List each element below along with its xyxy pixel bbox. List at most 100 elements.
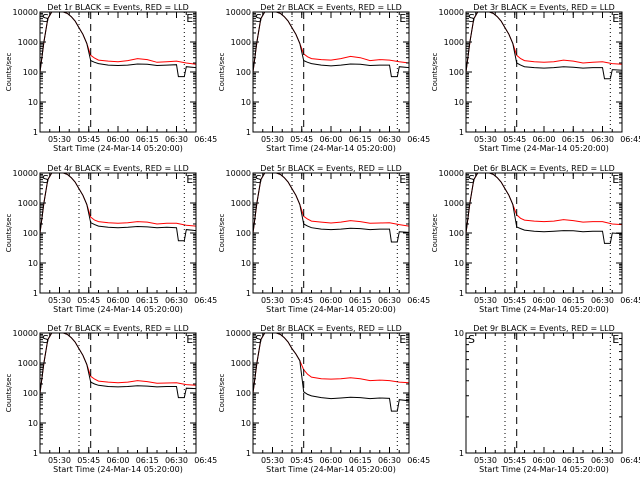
x-tick-label: 06:00 [319,456,342,465]
y-axis-label: Counts/sec [431,53,439,92]
x-tick-label: 05:30 [474,296,497,305]
marker-s: S [42,333,49,346]
x-tick-label: 06:30 [378,456,401,465]
x-tick-label: 05:30 [474,456,497,465]
y-tick-label: 10000 [439,8,464,17]
y-tick-label: 1000 [18,359,38,368]
marker-e: E [186,333,193,346]
plot-frame [252,172,410,294]
y-tick-label: 100 [449,68,464,77]
x-axis-label: Start Time (24-Mar-14 05:20:00) [266,465,396,474]
x-tick-label: 06:15 [136,456,159,465]
y-tick-label: 1000 [231,38,251,47]
y-axis-label: Counts/sec [218,214,226,253]
x-tick-label: 06:00 [319,296,342,305]
x-axis-label: Start Time (24-Mar-14 05:20:00) [479,144,609,153]
plot-frame [465,172,623,294]
y-tick-label: 10 [28,98,38,107]
y-tick-label: 10 [454,259,464,268]
marker-e: E [186,12,193,25]
x-tick-label: 06:00 [532,135,555,144]
lld-series-line [466,12,622,73]
x-axis-label: Start Time (24-Mar-14 05:20:00) [479,465,609,474]
x-tick-label: 06:00 [106,135,129,144]
x-tick-label: 06:15 [349,456,372,465]
x-tick-label: 05:30 [474,135,497,144]
y-axis-label: Counts/sec [218,53,226,92]
x-axis-label: Start Time (24-Mar-14 05:20:00) [53,305,183,314]
lld-series-line [40,12,196,73]
x-axis-label: Start Time (24-Mar-14 05:20:00) [479,305,609,314]
y-tick-label: 10 [28,259,38,268]
x-tick-label: 06:30 [165,296,188,305]
x-tick-label: 05:45 [290,296,313,305]
x-tick-label: 06:00 [532,456,555,465]
x-tick-label: 06:15 [349,296,372,305]
x-tick-label: 06:45 [620,456,640,465]
y-tick-label: 1 [246,128,251,137]
y-tick-label: 10 [28,419,38,428]
lld-series-line [253,333,409,394]
marker-s: S [255,333,262,346]
plot-frame [465,332,623,454]
x-tick-label: 05:30 [48,456,71,465]
x-tick-label: 05:45 [503,135,526,144]
y-tick-label: 1 [33,449,38,458]
marker-s: S [42,173,49,186]
y-tick-label: 10000 [13,8,38,17]
y-tick-label: 10 [454,329,464,338]
y-tick-label: 1 [459,289,464,298]
x-tick-label: 06:45 [194,135,217,144]
plot-data [40,173,196,242]
x-tick-label: 05:45 [503,456,526,465]
panel-title: Det 2r BLACK = Events, RED = LLD [260,3,402,12]
x-axis-label: Start Time (24-Mar-14 05:20:00) [266,144,396,153]
y-tick-label: 10000 [439,169,464,178]
y-tick-label: 10 [241,259,251,268]
y-tick-label: 1 [459,449,464,458]
lld-series-line [253,12,409,73]
x-tick-label: 05:30 [48,296,71,305]
y-axis-label: Counts/sec [431,214,439,253]
y-tick-label: 100 [23,68,38,77]
marker-e: E [399,12,406,25]
y-tick-label: 100 [236,389,251,398]
x-tick-label: 05:45 [503,296,526,305]
panel-title: Det 3r BLACK = Events, RED = LLD [473,3,615,12]
lld-series-line [40,333,196,394]
panel-title: Det 6r BLACK = Events, RED = LLD [473,164,615,173]
y-tick-label: 10 [241,419,251,428]
events-series-line [253,12,409,78]
x-tick-label: 06:45 [194,456,217,465]
panel-title: Det 5r BLACK = Events, RED = LLD [260,164,402,173]
marker-e: E [399,333,406,346]
x-tick-label: 06:30 [591,456,614,465]
x-tick-label: 06:45 [407,296,430,305]
x-tick-label: 06:15 [562,135,585,144]
x-tick-label: 06:15 [136,296,159,305]
x-tick-label: 05:45 [77,296,100,305]
y-tick-label: 100 [236,68,251,77]
marker-s: S [468,173,475,186]
x-tick-label: 05:30 [48,135,71,144]
x-tick-label: 06:45 [620,296,640,305]
y-tick-label: 1000 [444,38,464,47]
y-tick-label: 10000 [13,329,38,338]
marker-s: S [468,12,475,25]
x-tick-label: 05:45 [77,456,100,465]
plot-data [253,333,409,412]
lld-series-line [40,173,196,234]
y-tick-label: 10000 [226,169,251,178]
x-tick-label: 06:00 [106,456,129,465]
x-tick-label: 06:30 [591,296,614,305]
events-series-line [40,333,196,399]
y-tick-label: 1000 [18,38,38,47]
x-tick-label: 06:30 [165,456,188,465]
panel-title: Det 9r BLACK = Events, RED = LLD [473,324,615,333]
y-axis-label: Counts/sec [5,374,13,413]
y-tick-label: 10000 [13,169,38,178]
